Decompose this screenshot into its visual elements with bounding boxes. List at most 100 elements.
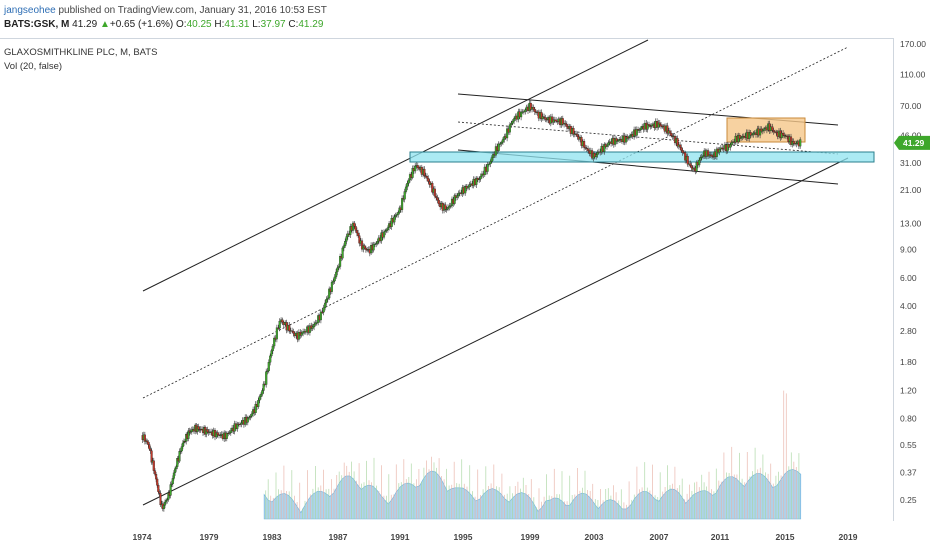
candle-body xyxy=(635,129,638,136)
candle-body xyxy=(319,311,322,321)
candle-body xyxy=(216,432,219,435)
candle-body xyxy=(172,472,175,479)
chart-frame[interactable] xyxy=(0,38,894,521)
candle-body xyxy=(364,247,367,250)
candle-body xyxy=(541,116,544,120)
candle-body xyxy=(659,124,663,127)
candle-body xyxy=(335,271,338,278)
candle-body xyxy=(302,331,305,334)
candle-body xyxy=(246,417,249,423)
candle-body xyxy=(324,302,327,309)
x-tick-label: 2011 xyxy=(711,532,730,542)
candle-body xyxy=(384,230,387,233)
publish-info: published on TradingView.com, January 31… xyxy=(55,5,327,16)
candle-body xyxy=(427,178,430,182)
volume-indicator-label[interactable]: Vol (20, false) xyxy=(4,61,63,72)
x-tick-label: 1999 xyxy=(521,532,540,542)
candle-body xyxy=(333,276,336,282)
candle-body xyxy=(584,147,587,149)
y-tick-label: 4.00 xyxy=(900,301,917,311)
candle-body xyxy=(354,225,357,231)
candle-body xyxy=(479,176,482,180)
candle-body xyxy=(775,131,778,133)
candle-body xyxy=(337,266,340,269)
candle-body xyxy=(300,333,303,336)
candle-body xyxy=(155,474,158,480)
candle-body xyxy=(499,143,502,145)
chart-legend: GLAXOSMITHKLINE PLC, M, BATS Vol (20, fa… xyxy=(4,46,157,74)
candle-body xyxy=(433,188,436,197)
x-tick-label: 2003 xyxy=(585,532,604,542)
candle-body xyxy=(325,299,328,304)
candle-body xyxy=(782,132,785,136)
candle-body xyxy=(576,134,579,137)
x-tick-label: 2015 xyxy=(776,532,795,542)
candle-body xyxy=(464,186,467,194)
candle-body xyxy=(159,493,162,506)
candle-body xyxy=(681,150,684,153)
candle-body xyxy=(169,484,172,496)
price-change: +0.65 (+1.6%) xyxy=(109,19,174,30)
candle-body xyxy=(401,198,404,210)
candle-body xyxy=(614,138,617,145)
candle-body xyxy=(445,209,448,211)
candle-body xyxy=(273,337,276,347)
candle-body xyxy=(346,233,349,237)
candle-body xyxy=(607,142,610,146)
candle-body xyxy=(575,133,578,135)
candle-body xyxy=(152,460,155,471)
open-value: 40.25 xyxy=(186,19,212,30)
x-tick-label: 1983 xyxy=(263,532,282,542)
candle-body xyxy=(261,390,264,395)
candle-body xyxy=(729,144,732,148)
candle-body xyxy=(363,245,366,249)
candle-body xyxy=(330,281,333,292)
candles-layer xyxy=(141,100,802,512)
candle-body xyxy=(435,196,438,198)
candle-body xyxy=(453,195,456,204)
candle-body xyxy=(759,128,762,136)
candle-body xyxy=(555,119,558,122)
price-axis: 170.00 110.00 70.00 46.00 31.00 21.00 13.00 9.0… xyxy=(900,39,926,505)
symbol-quote-line: BATS:GSK, M 41.29 ▲+0.65 (+1.6%) O:40.25… xyxy=(4,18,323,31)
candle-body xyxy=(771,126,774,131)
y-tick-label: 31.00 xyxy=(900,158,922,168)
candle-body xyxy=(238,423,242,426)
candle-body xyxy=(572,128,575,135)
candle-body xyxy=(789,136,793,145)
price-badge-label: 41.29 xyxy=(903,138,925,148)
y-tick-label: 9.00 xyxy=(900,245,917,255)
candle-body xyxy=(394,215,397,218)
candle-body xyxy=(150,450,153,463)
candle-body xyxy=(690,165,693,169)
candle-body xyxy=(297,331,300,340)
candle-body xyxy=(638,129,641,131)
candle-body xyxy=(398,207,401,213)
candle-body xyxy=(624,136,628,143)
candle-body xyxy=(336,267,339,273)
candle-body xyxy=(689,163,692,166)
x-tick-label: 1991 xyxy=(391,532,410,542)
candle-body xyxy=(315,322,318,324)
x-tick-label: 2007 xyxy=(650,532,669,542)
y-tick-label: 2.80 xyxy=(900,326,917,336)
candle-body xyxy=(229,430,232,433)
candle-body xyxy=(178,451,181,462)
y-tick-label: 110.00 xyxy=(900,69,926,79)
author-link[interactable]: jangseohee xyxy=(4,5,56,16)
candle-body xyxy=(156,478,159,486)
candle-body xyxy=(616,140,619,142)
y-tick-label: 0.80 xyxy=(900,414,917,424)
candle-body xyxy=(750,134,754,136)
candle-body xyxy=(148,444,151,450)
candle-body xyxy=(715,148,718,157)
candle-body xyxy=(423,168,426,176)
candle-body xyxy=(698,159,701,166)
x-tick-label: 2019 xyxy=(839,532,858,542)
close-value: 41.29 xyxy=(298,19,324,30)
candle-body xyxy=(551,116,554,123)
candle-body xyxy=(647,124,651,126)
candle-body xyxy=(487,163,491,165)
candle-body xyxy=(587,148,590,151)
